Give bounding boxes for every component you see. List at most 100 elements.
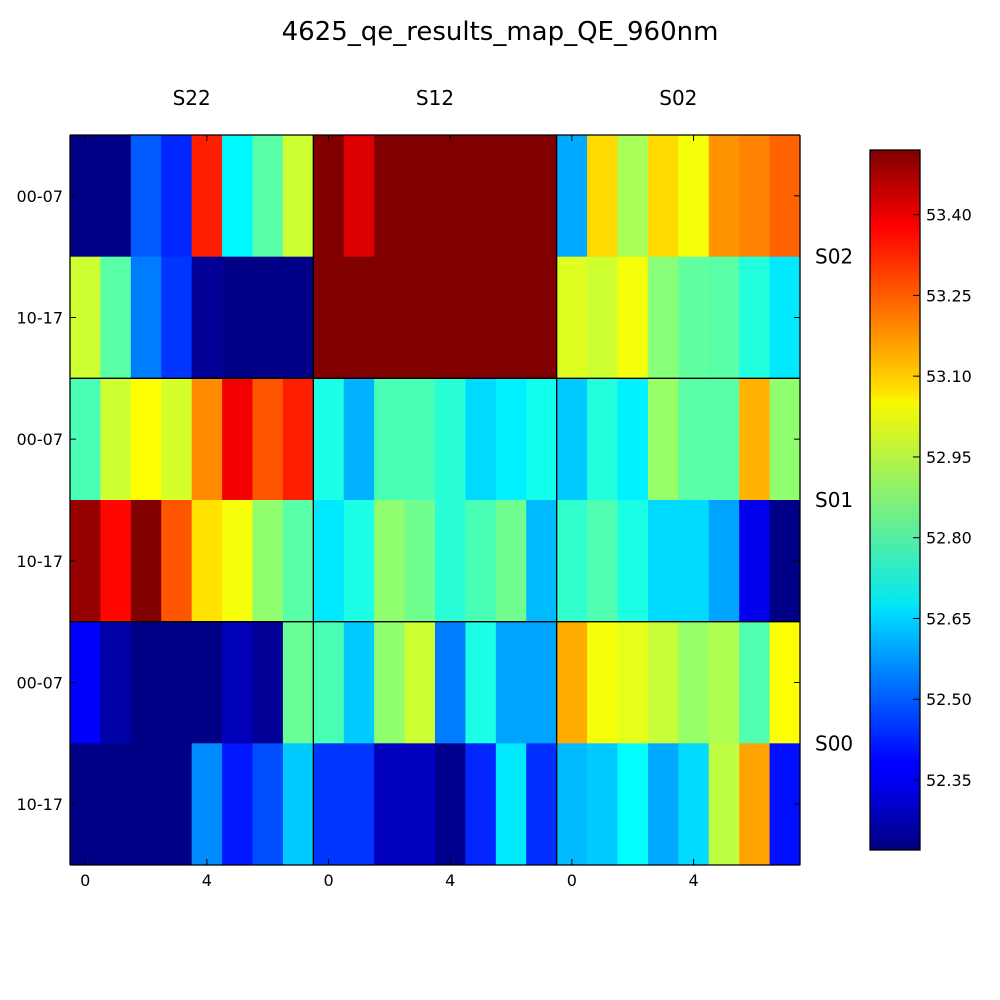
heatmap-cell — [404, 743, 436, 866]
heatmap-cell — [282, 135, 314, 258]
heatmap-cell — [343, 621, 375, 744]
heatmap-cell — [282, 256, 314, 379]
row-group-label: S02 — [815, 245, 853, 269]
heatmap-cell — [678, 500, 710, 623]
heatmap-cell — [739, 378, 771, 501]
row-label: 00-07 — [17, 430, 64, 449]
heatmap-cell — [252, 500, 284, 623]
heatmap-cell — [313, 256, 345, 379]
heatmap-cell — [374, 378, 406, 501]
x-tick-label: 4 — [202, 871, 212, 890]
heatmap-cell — [100, 256, 132, 379]
heatmap-cell — [617, 621, 649, 744]
heatmap-cell — [282, 378, 314, 501]
heatmap-cell — [587, 256, 618, 379]
heatmap-cell — [435, 256, 466, 379]
heatmap-cell — [587, 743, 618, 866]
heatmap-cell — [435, 378, 466, 501]
heatmap-cell — [191, 743, 223, 866]
colorbar-gradient — [869, 149, 921, 851]
heatmap-cell — [556, 256, 588, 379]
heatmap-cell — [343, 256, 375, 379]
heatmap-cell — [465, 621, 497, 744]
heatmap-cell — [495, 135, 527, 258]
heatmap-cell — [191, 135, 223, 258]
row-label: 10-17 — [17, 552, 64, 571]
row-group-label: S00 — [815, 731, 853, 755]
heatmap-cell — [708, 378, 740, 501]
heatmap-cell — [495, 743, 527, 866]
heatmap-cell — [708, 256, 740, 379]
heatmap-cell — [526, 500, 558, 623]
heatmap-cell — [465, 135, 497, 258]
heatmap-cell — [495, 378, 527, 501]
heatmap-cell — [222, 378, 253, 501]
row-labels: 00-07 10-17 00-07 10-17 00-07 10-17 — [17, 187, 800, 814]
colorbar-tick-label: 52.50 — [926, 690, 972, 709]
row-group-labels: S02 S01 S00 — [815, 245, 853, 756]
heatmap-cell — [465, 378, 497, 501]
heatmap-cell — [495, 500, 527, 623]
heatmap-cell — [526, 378, 558, 501]
heatmap-cell — [617, 378, 649, 501]
heatmap-cell — [222, 743, 253, 866]
heatmap-cell — [100, 378, 132, 501]
heatmap-cells — [70, 135, 801, 866]
heatmap-cell — [222, 621, 253, 744]
heatmap-cell — [100, 743, 132, 866]
heatmap-cell — [556, 500, 588, 623]
heatmap-cell — [739, 743, 771, 866]
heatmap-cell — [313, 743, 345, 866]
heatmap-cell — [374, 135, 406, 258]
heatmap-cell — [678, 621, 710, 744]
heatmap-cell — [678, 135, 710, 258]
heatmap-cell — [343, 378, 375, 501]
heatmap-cell — [282, 743, 314, 866]
heatmap-cell — [739, 256, 771, 379]
row-label: 00-07 — [17, 187, 64, 206]
colorbar-tick-label: 52.35 — [926, 771, 972, 790]
heatmap-cell — [617, 743, 649, 866]
heatmap-cell — [313, 500, 345, 623]
heatmap-cell — [526, 135, 558, 258]
heatmap-cell — [678, 743, 710, 866]
heatmap-cell — [404, 135, 436, 258]
heatmap-cell — [343, 743, 375, 866]
heatmap-cell — [343, 135, 375, 258]
x-tick-label: 4 — [688, 871, 698, 890]
heatmap-cell — [435, 135, 466, 258]
heatmap-cell — [161, 378, 193, 501]
heatmap-cell — [161, 743, 193, 866]
column-group-labels: S22 S12 S02 — [173, 86, 698, 110]
heatmap-cell — [191, 256, 223, 379]
x-tick-label: 4 — [445, 871, 455, 890]
heatmap-cell — [708, 621, 740, 744]
colorbar: 52.35 52.50 52.65 52.80 52.95 53.10 53.25 53.40 — [869, 149, 972, 851]
heatmap-cell — [526, 743, 558, 866]
heatmap-cell — [556, 743, 588, 866]
heatmap-cell — [252, 743, 284, 866]
colorbar-tick-label: 52.80 — [926, 529, 972, 548]
heatmap-cell — [404, 378, 436, 501]
heatmap-cell — [678, 256, 710, 379]
heatmap-cell — [617, 256, 649, 379]
heatmap-cell — [647, 500, 679, 623]
heatmap-cell — [465, 743, 497, 866]
x-axis-ticks: 0 4 0 4 0 4 — [80, 135, 699, 890]
colorbar-tick-label: 53.40 — [926, 206, 972, 225]
heatmap-cell — [100, 135, 132, 258]
x-tick-label: 0 — [567, 871, 577, 890]
heatmap-cell — [587, 135, 618, 258]
row-group-label: S01 — [815, 488, 853, 512]
heatmap-cell — [374, 500, 406, 623]
heatmap-cell — [647, 378, 679, 501]
heatmap-cell — [191, 500, 223, 623]
heatmap-cell — [222, 256, 253, 379]
heatmap-cell — [282, 500, 314, 623]
heatmap-cell — [252, 135, 284, 258]
heatmap-cell — [191, 378, 223, 501]
heatmap-cell — [435, 500, 466, 623]
heatmap-cell — [130, 378, 162, 501]
heatmap-cell — [708, 500, 740, 623]
heatmap-cell — [465, 500, 497, 623]
